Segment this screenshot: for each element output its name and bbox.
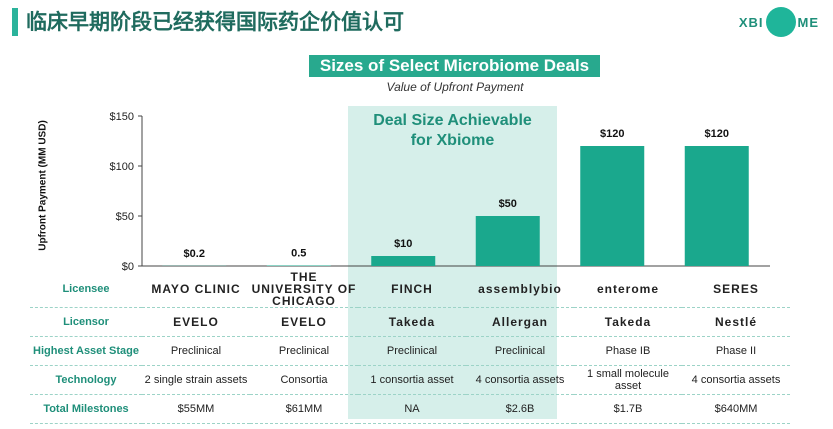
xbiome-logo: XBI ME [739,6,819,38]
logo-circle-icon [765,7,796,37]
deal-info-table: Licensee MAYO CLINIC THE UNIVERSITY OF CHI… [30,271,790,424]
licensee-cell: MAYO CLINIC [142,271,250,308]
table-row-technology: Technology 2 single strain assets Consorti… [30,365,790,395]
row-header-technology: Technology [30,365,142,395]
bar-value-label: $120 [705,128,729,140]
milestones-cell: $2.6B [466,394,574,424]
licensor-cell: Takeda [574,307,682,337]
milestones-cell: $55MM [142,394,250,424]
stage-cell: Phase II [682,336,790,366]
logo-text-right: ME [797,14,819,30]
bar-value-label: $120 [600,128,624,140]
licensee-cell: FINCH [358,271,466,308]
y-tick-label: $50 [116,211,134,223]
table-row-stage: Highest Asset Stage Preclinical Preclinica… [30,336,790,366]
table-row-licensor: Licensor EVELO EVELO Takeda Allergan Takeda Ne… [30,307,790,337]
stage-cell: Preclinical [466,336,574,366]
row-header-licensee: Licensee [30,271,142,308]
bar [684,146,749,266]
stage-cell: Phase IB [574,336,682,366]
milestones-cell: NA [358,394,466,424]
licensor-cell: EVELO [142,307,250,337]
highlight-label-line1: Deal Size Achievable [373,112,532,129]
stage-cell: Preclinical [358,336,466,366]
table-row-milestones: Total Milestones $55MM $61MM NA $2.6B $1.7B $6… [30,394,790,424]
technology-cell: 4 consortia assets [682,365,790,395]
milestones-cell: $61MM [250,394,358,424]
y-tick-label: $0 [122,261,134,273]
licensee-cell: THE UNIVERSITY OF CHICAGO [250,270,358,308]
bar-value-label: $50 [499,198,517,210]
technology-cell: 1 small molecule asset [574,365,682,395]
technology-cell: 1 consortia asset [358,365,466,395]
licensor-cell: Takeda [358,307,466,337]
y-tick-label: $100 [110,161,134,173]
milestones-cell: $1.7B [574,394,682,424]
bar-value-label: $10 [394,238,412,250]
bar [371,256,436,266]
bar [475,216,540,266]
y-tick-label: $150 [110,111,134,123]
licensor-cell: Nestlé [682,307,790,337]
licensee-cell: SERES [682,271,790,308]
licensee-cell: enterome [574,271,682,308]
title-accent-bar [12,8,18,36]
technology-cell: Consortia [250,365,358,395]
bar [266,265,331,266]
technology-cell: 2 single strain assets [142,365,250,395]
bar-value-label: 0.5 [291,248,306,260]
chart-title: Sizes of Select Microbiome Deals [309,55,600,77]
highlight-label-line2: for Xbiome [410,132,495,149]
licensor-cell: Allergan [466,307,574,337]
licensee-cell: assemblybio [466,271,574,308]
row-header-stage: Highest Asset Stage [30,336,142,366]
bar [580,146,645,266]
stage-cell: Preclinical [142,336,250,366]
row-header-licensor: Licensor [30,307,142,337]
stage-cell: Preclinical [250,336,358,366]
licensor-cell: EVELO [250,307,358,337]
highlight-label: Deal Size Achievable for Xbiome [348,111,557,151]
logo-text-left: XBI [738,14,764,30]
slide-title: 临床早期阶段已经获得国际药企价值认可 [26,10,404,34]
row-header-milestones: Total Milestones [30,394,142,424]
milestones-cell: $640MM [682,394,790,424]
bar-value-label: $0.2 [184,248,205,260]
technology-cell: 4 consortia assets [466,365,574,395]
chart-subtitle: Value of Upfront Payment [386,80,524,94]
table-row-licensee: Licensee MAYO CLINIC THE UNIVERSITY OF CHI… [30,271,790,308]
